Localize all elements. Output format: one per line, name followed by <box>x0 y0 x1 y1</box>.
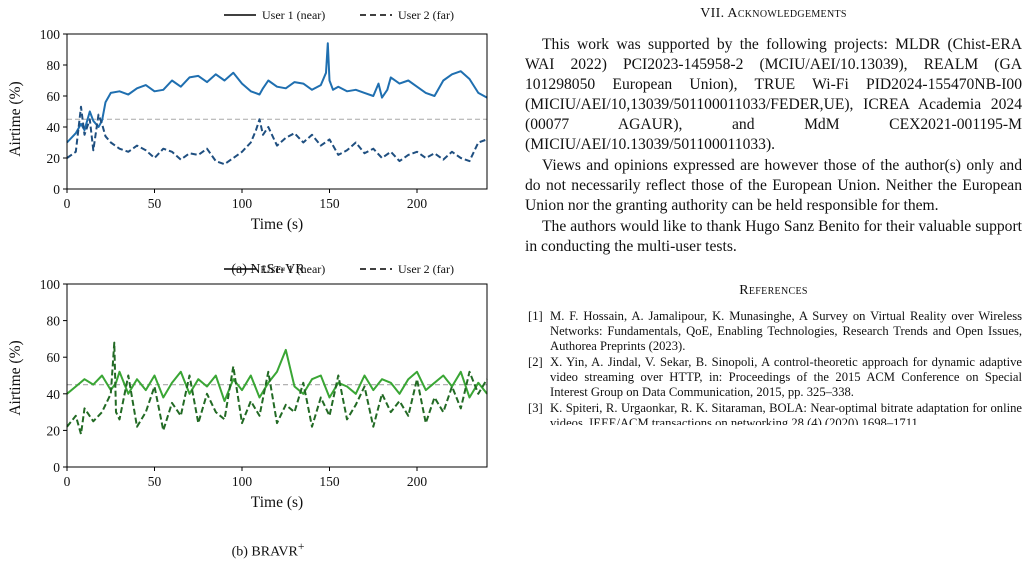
acknowledgements-heading-num: VII. <box>700 6 728 21</box>
x-tick-label: 0 <box>64 196 71 211</box>
x-axis-label: Time (s) <box>251 494 303 511</box>
series-line-2 <box>66 105 488 166</box>
reference-item: [3] K. Spiteri, R. Urgaonkar, R. K. Sita… <box>525 401 1022 425</box>
x-tick-label: 200 <box>407 474 428 489</box>
y-tick-label: 40 <box>47 387 61 402</box>
reference-item: [2] X. Yin, A. Jindal, V. Sekar, B. Sino… <box>525 355 1022 400</box>
y-tick-label: 60 <box>47 89 61 104</box>
y-tick-label: 100 <box>40 277 61 292</box>
y-tick-label: 0 <box>53 182 60 197</box>
right-column: VII. Acknowledgements This work was supp… <box>525 6 1022 426</box>
series-line-1 <box>66 42 488 144</box>
x-tick-label: 150 <box>319 474 340 489</box>
y-axis-label: Airtime (%) <box>7 340 24 415</box>
caption-b-sup: + <box>297 540 305 553</box>
reference-text: M. F. Hossain, A. Jamalipour, K. Munasin… <box>550 309 1022 353</box>
caption-a-name: NeSt-VR <box>250 262 305 277</box>
acknowledgements-heading-text: Acknowledgements <box>727 6 847 21</box>
x-axis-label: Time (s) <box>251 216 303 233</box>
caption-a-label: (a) <box>231 262 251 277</box>
x-tick-label: 0 <box>64 474 71 489</box>
x-tick-label: 50 <box>148 196 162 211</box>
caption-a: (a) NeSt-VR <box>168 262 368 278</box>
x-tick-label: 100 <box>232 196 253 211</box>
x-tick-label: 200 <box>407 196 428 211</box>
legend-label-1: User 1 (near) <box>262 262 325 276</box>
plot-frame <box>66 283 488 468</box>
y-tick-label: 0 <box>53 460 60 475</box>
y-tick-label: 20 <box>47 423 61 438</box>
acknowledgements-paragraph-2: Views and opinions expressed are however… <box>525 157 1022 214</box>
reference-item: [1] M. F. Hossain, A. Jamalipour, K. Mun… <box>525 309 1022 354</box>
y-tick-label: 80 <box>47 314 61 329</box>
reference-number: [3] <box>528 401 543 415</box>
y-axis-label: Airtime (%) <box>7 81 24 156</box>
reference-number: [2] <box>528 355 543 369</box>
references-heading: References <box>739 283 808 298</box>
x-tick-label: 100 <box>232 474 253 489</box>
acknowledgements-paragraph-1: This work was supported by the following… <box>525 36 1022 153</box>
reference-text: K. Spiteri, R. Urgaonkar, R. K. Sitarama… <box>550 401 1022 425</box>
series-line-1 <box>66 348 488 403</box>
plot-frame <box>66 33 488 190</box>
caption-b-label: (b) <box>231 544 252 560</box>
y-tick-label: 20 <box>47 151 61 166</box>
x-tick-label: 150 <box>319 196 340 211</box>
y-tick-label: 60 <box>47 350 61 365</box>
reference-text: X. Yin, A. Jindal, V. Sekar, B. Sinopoli… <box>550 355 1022 399</box>
legend-label-1: User 1 (near) <box>262 8 325 22</box>
y-tick-label: 40 <box>47 120 61 135</box>
legend-label-2: User 2 (far) <box>398 8 454 22</box>
y-tick-label: 80 <box>47 58 61 73</box>
caption-b: (b) BRAVR+ <box>168 540 368 561</box>
acknowledgements-paragraph-3: The authors would like to thank Hugo San… <box>525 218 1022 255</box>
x-tick-label: 50 <box>148 474 162 489</box>
series-line-2 <box>66 341 488 436</box>
caption-b-name: BRAVR <box>251 544 298 560</box>
reference-number: [1] <box>528 309 543 323</box>
y-tick-label: 100 <box>40 27 61 42</box>
legend-label-2: User 2 (far) <box>398 262 454 276</box>
acknowledgements-heading: VII. Acknowledgements <box>525 6 1022 22</box>
